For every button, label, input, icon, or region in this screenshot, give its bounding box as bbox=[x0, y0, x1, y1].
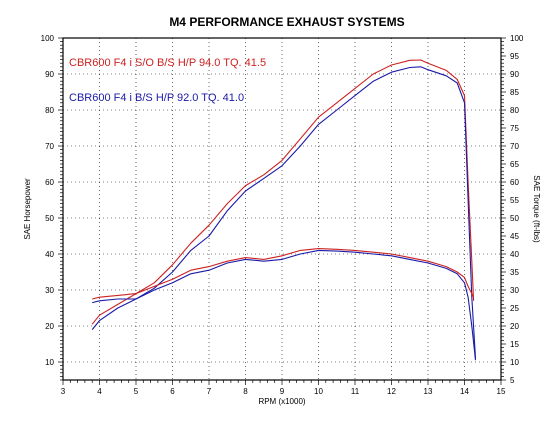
y2-tick-label: 30 bbox=[510, 286, 519, 295]
chart-title: M4 PERFORMANCE EXHAUST SYSTEMS bbox=[169, 15, 404, 29]
y-tick-label: 80 bbox=[45, 106, 54, 115]
y-tick-label: 100 bbox=[41, 34, 55, 43]
y-tick-label: 90 bbox=[45, 70, 54, 79]
y-tick-label: 60 bbox=[45, 178, 54, 187]
y-tick-label: 20 bbox=[45, 322, 54, 331]
plot-frame bbox=[62, 37, 502, 381]
hp-line-bs bbox=[91, 66, 477, 359]
legend-entry-bs: CBR600 F4 i B/S H/P 92.0 TQ. 41.0 bbox=[69, 92, 244, 104]
x-tick-label: 5 bbox=[134, 387, 139, 396]
grid bbox=[63, 38, 501, 380]
y2-tick-label: 85 bbox=[510, 88, 519, 97]
y2-axis-label: SAE Torque (ft-lbs) bbox=[532, 175, 541, 243]
x-tick-label: 12 bbox=[387, 387, 396, 396]
y2-tick-label: 25 bbox=[510, 304, 519, 313]
x-tick-label: 13 bbox=[424, 387, 433, 396]
y-axis-label: SAE Horsepower bbox=[23, 178, 32, 240]
y-tick-label: 50 bbox=[45, 214, 54, 223]
x-tick-label: 8 bbox=[243, 387, 248, 396]
y2-tick-label: 70 bbox=[510, 142, 519, 151]
legend-entry-so-bs: CBR600 F4 i S/O B/S H/P 94.0 TQ. 41.5 bbox=[69, 57, 266, 69]
y2-tick-label: 80 bbox=[510, 106, 519, 115]
y2-tick-label: 5 bbox=[510, 376, 515, 385]
x-axis: 3 4 5 6 7 8 9 10 11 12 13 14 15 bbox=[61, 380, 506, 396]
y2-tick-label: 75 bbox=[510, 124, 519, 133]
y2-tick-label: 65 bbox=[510, 160, 519, 169]
torque-line-bs bbox=[92, 249, 477, 361]
x-tick-label: 4 bbox=[97, 387, 102, 396]
x-tick-label: 15 bbox=[497, 387, 506, 396]
x-tick-label: 10 bbox=[314, 387, 323, 396]
series-layer bbox=[91, 59, 477, 361]
x-tick-label: 7 bbox=[207, 387, 212, 396]
y2-tick-label: 95 bbox=[510, 52, 519, 61]
x-tick-label: 14 bbox=[460, 387, 469, 396]
x-tick-label: 11 bbox=[351, 387, 360, 396]
y2-tick-label: 45 bbox=[510, 232, 519, 241]
y-tick-label: 70 bbox=[45, 142, 54, 151]
y2-tick-label: 60 bbox=[510, 178, 519, 187]
x-tick-label: 9 bbox=[280, 387, 285, 396]
hp-line-so-bs bbox=[91, 59, 475, 325]
x-tick-label: 6 bbox=[170, 387, 175, 396]
y2-tick-label: 20 bbox=[510, 322, 519, 331]
torque-line-so-bs bbox=[92, 248, 475, 300]
y-tick-label: 30 bbox=[45, 286, 54, 295]
y2-tick-label: 90 bbox=[510, 70, 519, 79]
y2-tick-label: 15 bbox=[510, 340, 519, 349]
y-axis-right: 5 10 15 20 25 30 35 40 45 50 55 60 65 70 75 80 85 90 95 100 bbox=[501, 34, 524, 385]
y2-tick-label: 55 bbox=[510, 196, 519, 205]
y2-tick-label: 40 bbox=[510, 250, 519, 259]
y-axis-left: 10 20 30 40 50 60 70 80 90 100 bbox=[41, 34, 63, 381]
y2-tick-label: 35 bbox=[510, 268, 519, 277]
y2-tick-label: 100 bbox=[510, 34, 524, 43]
x-axis-label: RPM (x1000) bbox=[258, 397, 305, 406]
y-tick-label: 40 bbox=[45, 250, 54, 259]
y2-tick-label: 50 bbox=[510, 214, 519, 223]
x-tick-label: 3 bbox=[61, 387, 66, 396]
y-tick-label: 10 bbox=[45, 358, 54, 367]
y2-tick-label: 10 bbox=[510, 358, 519, 367]
